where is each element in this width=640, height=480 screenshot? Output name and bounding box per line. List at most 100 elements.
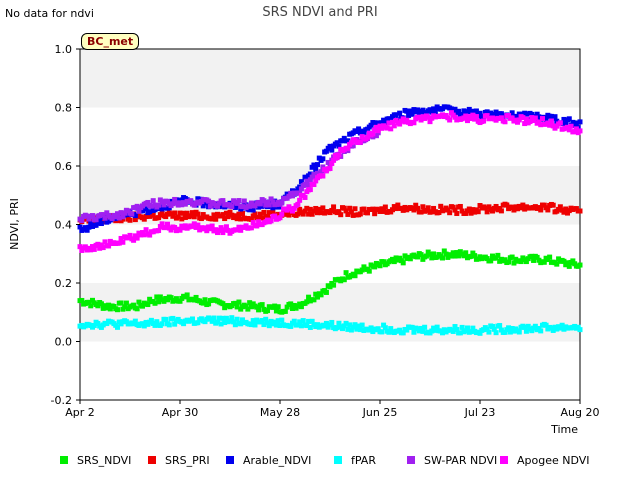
data-point <box>236 198 242 204</box>
data-point <box>223 224 229 230</box>
data-point <box>538 207 544 213</box>
data-point <box>311 162 317 168</box>
data-point <box>91 246 97 252</box>
data-point <box>418 325 424 331</box>
data-point <box>557 120 563 126</box>
legend-swatch <box>148 456 156 464</box>
data-point <box>168 295 174 301</box>
data-point <box>497 323 503 329</box>
data-point <box>370 206 376 212</box>
data-point <box>191 297 197 303</box>
y-tick-label: 0.4 <box>55 219 73 232</box>
data-point <box>470 250 476 256</box>
data-point <box>313 291 319 297</box>
data-point <box>222 320 228 326</box>
data-point <box>516 329 522 335</box>
data-point <box>341 205 347 211</box>
data-point <box>282 211 288 217</box>
legend-label: SW-PAR NDVI <box>424 454 497 467</box>
data-point <box>472 116 478 122</box>
data-point <box>84 227 90 233</box>
data-point <box>82 225 88 231</box>
data-point <box>143 206 149 212</box>
data-point <box>382 204 388 210</box>
data-point <box>577 119 583 125</box>
data-point <box>372 211 378 217</box>
data-point <box>216 227 222 233</box>
data-point <box>375 326 381 332</box>
data-point <box>250 207 256 213</box>
data-point <box>195 211 201 217</box>
data-point <box>225 214 231 220</box>
data-point <box>386 120 392 126</box>
data-point <box>132 217 138 223</box>
data-point <box>115 307 120 313</box>
data-point <box>177 227 183 233</box>
y-tick-label: 0.0 <box>55 336 73 349</box>
legend-swatch <box>60 456 68 464</box>
data-point <box>206 301 212 307</box>
data-point <box>190 223 195 229</box>
data-point <box>223 315 229 321</box>
data-point <box>352 273 358 279</box>
data-point <box>345 138 351 144</box>
data-point <box>236 211 242 217</box>
site-badge: BC_met <box>81 33 140 50</box>
data-point <box>188 213 194 219</box>
data-point <box>415 107 420 113</box>
data-point <box>477 203 483 209</box>
data-point <box>315 162 320 168</box>
data-point <box>304 299 310 305</box>
data-point <box>304 323 310 329</box>
data-point <box>88 247 94 253</box>
data-point <box>248 225 254 231</box>
data-point <box>532 323 538 329</box>
x-tick-label: Jun 25 <box>362 406 398 419</box>
data-point <box>531 257 537 263</box>
data-point <box>265 199 270 205</box>
data-point <box>511 260 517 266</box>
y-tick-label: 1.0 <box>55 43 73 56</box>
data-point <box>411 329 417 335</box>
data-point <box>382 119 388 125</box>
data-point <box>238 216 244 222</box>
data-point <box>447 117 453 123</box>
legend-swatch <box>407 456 415 464</box>
data-point <box>468 253 474 259</box>
data-point <box>502 119 508 125</box>
data-point <box>215 319 220 325</box>
data-point <box>156 228 162 234</box>
data-point <box>191 214 197 220</box>
data-point <box>523 116 529 122</box>
data-point <box>456 108 462 114</box>
data-point <box>77 224 83 230</box>
data-point <box>379 206 385 212</box>
data-point <box>159 206 165 212</box>
data-point <box>306 318 312 324</box>
data-point <box>431 106 437 112</box>
data-point <box>454 250 460 256</box>
data-point <box>134 203 140 209</box>
legend-label: SRS_NDVI <box>77 454 131 467</box>
data-point <box>218 203 224 209</box>
data-point <box>295 211 301 217</box>
data-point <box>313 178 319 184</box>
data-point <box>365 210 370 216</box>
data-point <box>463 328 469 334</box>
x-tick-label: May 28 <box>260 406 300 419</box>
data-point <box>170 201 176 207</box>
data-point <box>204 228 210 234</box>
data-point <box>231 319 237 325</box>
data-point <box>270 205 276 211</box>
data-point <box>232 300 238 306</box>
data-point <box>297 206 303 212</box>
data-point <box>79 297 85 303</box>
data-point <box>243 303 249 309</box>
data-point <box>465 325 470 331</box>
data-point <box>145 199 151 205</box>
y-tick-label: -0.2 <box>51 394 72 407</box>
data-point <box>248 200 254 206</box>
data-point <box>300 318 306 324</box>
data-point <box>202 297 208 303</box>
data-point <box>202 225 208 231</box>
